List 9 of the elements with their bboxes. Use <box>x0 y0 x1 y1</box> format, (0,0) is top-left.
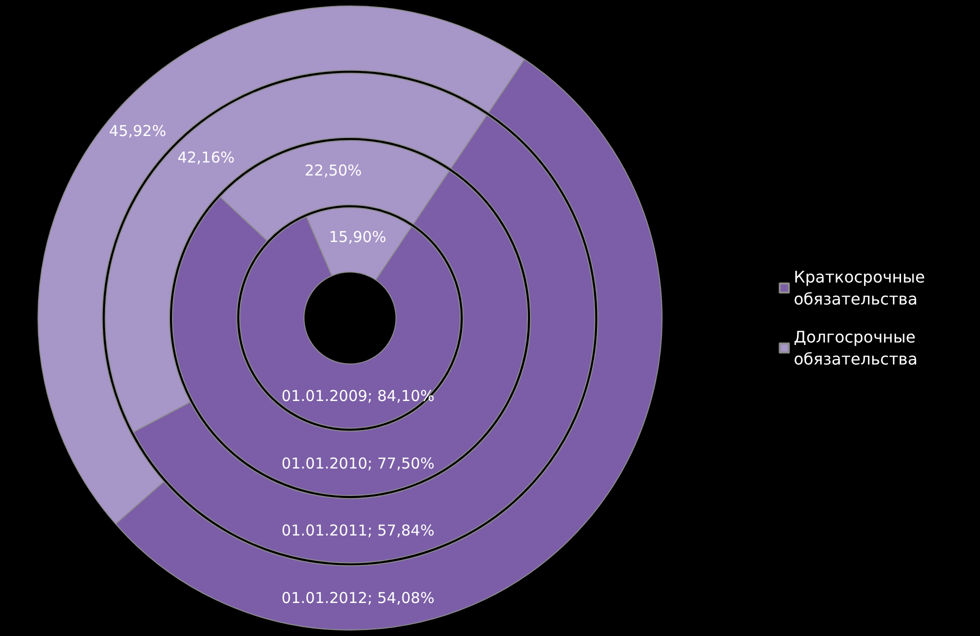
data-label: 01.01.2012; 54,08% <box>282 588 434 607</box>
data-label: 01.01.2010; 77,50% <box>282 454 434 472</box>
data-label: 15,90% <box>329 228 386 246</box>
legend-label: Краткосрочные обязательства <box>794 268 926 308</box>
legend-label: Долгосрочные обязательства <box>794 328 918 368</box>
data-label: 01.01.2011; 57,84% <box>282 522 434 540</box>
data-label: 22,50% <box>304 162 362 180</box>
data-label: 42,16% <box>177 148 235 166</box>
data-label: 45,92% <box>109 122 166 140</box>
